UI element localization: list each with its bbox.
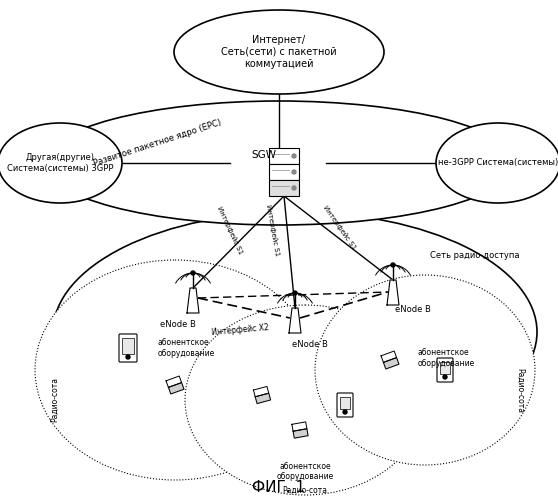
Ellipse shape <box>436 123 558 203</box>
Bar <box>269 164 299 180</box>
Circle shape <box>293 291 297 295</box>
Ellipse shape <box>35 260 315 480</box>
Text: Развитое пакетное ядро (EPC): Развитое пакетное ядро (EPC) <box>92 118 222 168</box>
Text: не-3GPP Система(системы): не-3GPP Система(системы) <box>438 158 558 168</box>
Polygon shape <box>253 386 269 397</box>
Circle shape <box>292 154 296 158</box>
Polygon shape <box>289 308 301 333</box>
Text: Радио-сота: Радио-сота <box>51 378 60 422</box>
Text: Радио-сота: Радио-сота <box>516 368 525 412</box>
Text: eNode B: eNode B <box>160 320 196 329</box>
Ellipse shape <box>0 123 122 203</box>
Circle shape <box>126 355 130 359</box>
Polygon shape <box>383 358 399 369</box>
Circle shape <box>292 170 296 174</box>
Bar <box>122 338 134 354</box>
Text: eNode B: eNode B <box>292 340 328 349</box>
FancyBboxPatch shape <box>437 358 453 382</box>
Bar <box>440 362 450 374</box>
FancyBboxPatch shape <box>119 334 137 362</box>
Text: Другая(другие)
Система(системы) 3GPP: Другая(другие) Система(системы) 3GPP <box>7 154 113 172</box>
Bar <box>269 148 299 164</box>
Polygon shape <box>381 351 397 362</box>
Text: eNode B: eNode B <box>395 305 431 314</box>
Ellipse shape <box>315 275 535 465</box>
Polygon shape <box>292 422 307 431</box>
Text: Сеть радио-доступа: Сеть радио-доступа <box>430 250 519 260</box>
Polygon shape <box>293 429 308 438</box>
Text: абонентское
оборудование: абонентское оборудование <box>418 348 475 368</box>
Polygon shape <box>166 376 181 388</box>
Circle shape <box>191 271 195 275</box>
Bar <box>340 397 350 409</box>
Text: Интернет/
Сеть(сети) с пакетной
коммутацией: Интернет/ Сеть(сети) с пакетной коммутац… <box>221 36 337 68</box>
Text: Интерфейс S1: Интерфейс S1 <box>265 204 281 256</box>
Polygon shape <box>255 393 271 404</box>
Text: Интерфейс S1: Интерфейс S1 <box>323 204 358 252</box>
Polygon shape <box>387 280 399 305</box>
Circle shape <box>292 186 296 190</box>
Text: абонентское
оборудование: абонентское оборудование <box>158 338 215 357</box>
Text: Интерфейс S1: Интерфейс S1 <box>216 205 244 255</box>
Text: Радио-сота: Радио-сота <box>282 486 328 494</box>
Text: абонентское
оборудование: абонентское оборудование <box>276 462 334 481</box>
Ellipse shape <box>174 10 384 94</box>
Circle shape <box>443 375 447 379</box>
FancyBboxPatch shape <box>337 393 353 417</box>
Bar <box>269 180 299 196</box>
Circle shape <box>343 410 347 414</box>
Text: ФИГ. 1: ФИГ. 1 <box>252 480 306 496</box>
Ellipse shape <box>53 212 537 452</box>
Text: SGW: SGW <box>252 150 277 160</box>
Polygon shape <box>187 288 199 313</box>
Ellipse shape <box>185 305 425 495</box>
Polygon shape <box>169 382 184 394</box>
Ellipse shape <box>44 101 514 225</box>
Circle shape <box>391 263 395 267</box>
Text: Интерфейс X2: Интерфейс X2 <box>211 323 269 337</box>
